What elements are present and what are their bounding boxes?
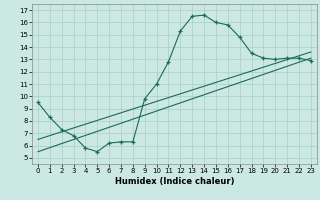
X-axis label: Humidex (Indice chaleur): Humidex (Indice chaleur) <box>115 177 234 186</box>
